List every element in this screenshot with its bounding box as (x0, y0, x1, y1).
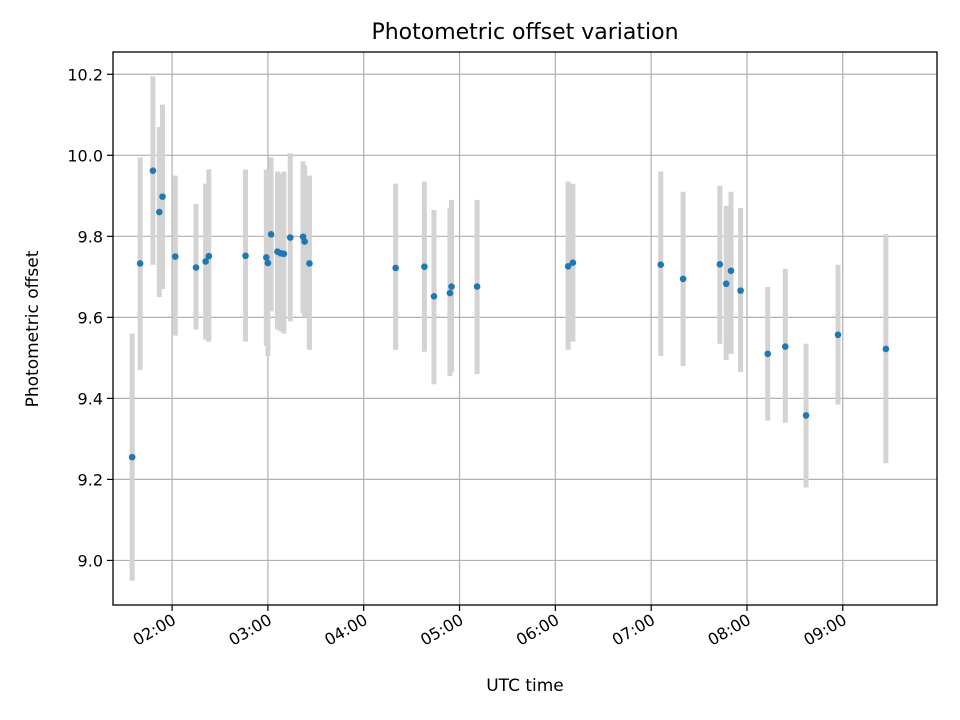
data-point (473, 283, 481, 290)
data-point (679, 275, 687, 283)
data-point (446, 289, 454, 297)
data-point (242, 252, 249, 260)
y-axis-label: Photometric offset (23, 250, 43, 407)
data-point (764, 350, 772, 358)
data-point (306, 260, 313, 267)
data-point (448, 283, 455, 290)
x-axis-label: UTC time (486, 676, 564, 696)
data-point (202, 258, 209, 265)
x-tick-label: 09:00 (800, 610, 849, 650)
data-point (834, 331, 842, 339)
y-tick-label: 9.4 (78, 389, 103, 408)
y-tick-label: 9.6 (78, 308, 103, 327)
y-tick-label: 10.0 (67, 146, 103, 165)
y-tick-label: 9.0 (78, 551, 103, 570)
y-tick-label: 10.2 (67, 65, 103, 84)
x-tick-label: 07:00 (609, 610, 658, 650)
data-point (430, 292, 438, 300)
data-point (727, 267, 735, 275)
y-tick-label: 9.2 (78, 470, 103, 489)
data-point (657, 261, 665, 268)
data-point (301, 238, 308, 245)
data-point (392, 264, 399, 272)
data-point (192, 264, 200, 271)
data-point (569, 259, 577, 266)
data-point (882, 345, 890, 353)
data-point (802, 412, 810, 419)
data-point (263, 254, 270, 261)
grid-layer (113, 52, 937, 605)
data-point (128, 453, 136, 461)
data-point (136, 260, 144, 267)
x-tick-label: 06:00 (513, 610, 562, 650)
data-point (149, 167, 157, 175)
data-point (171, 253, 179, 260)
tick-layer: 9.0 9.2 9.4 9.6 9.8 10.0 10.2 02:00 03:00 04:00 05… (67, 65, 849, 649)
data-point (159, 193, 166, 200)
y-tick-label: 9.8 (78, 227, 103, 246)
plot-frame (112, 51, 938, 606)
chart-title: Photometric offset variation (371, 20, 678, 45)
data-point (781, 343, 789, 350)
point-layer (128, 167, 890, 461)
x-tick-label: 02:00 (130, 610, 179, 650)
errorbar-layer (129, 76, 889, 581)
data-point (421, 263, 428, 271)
data-point (156, 208, 163, 216)
data-point (722, 280, 730, 288)
data-point (280, 250, 288, 258)
data-point (286, 234, 294, 241)
x-tick-label: 03:00 (225, 610, 274, 650)
data-point (267, 231, 275, 238)
data-point (564, 263, 572, 270)
x-tick-label: 05:00 (417, 610, 466, 650)
x-tick-label: 08:00 (705, 610, 754, 650)
data-point (264, 259, 272, 267)
data-point (205, 252, 213, 260)
x-tick-label: 04:00 (321, 610, 370, 650)
data-point (716, 260, 724, 268)
data-point (737, 287, 744, 294)
